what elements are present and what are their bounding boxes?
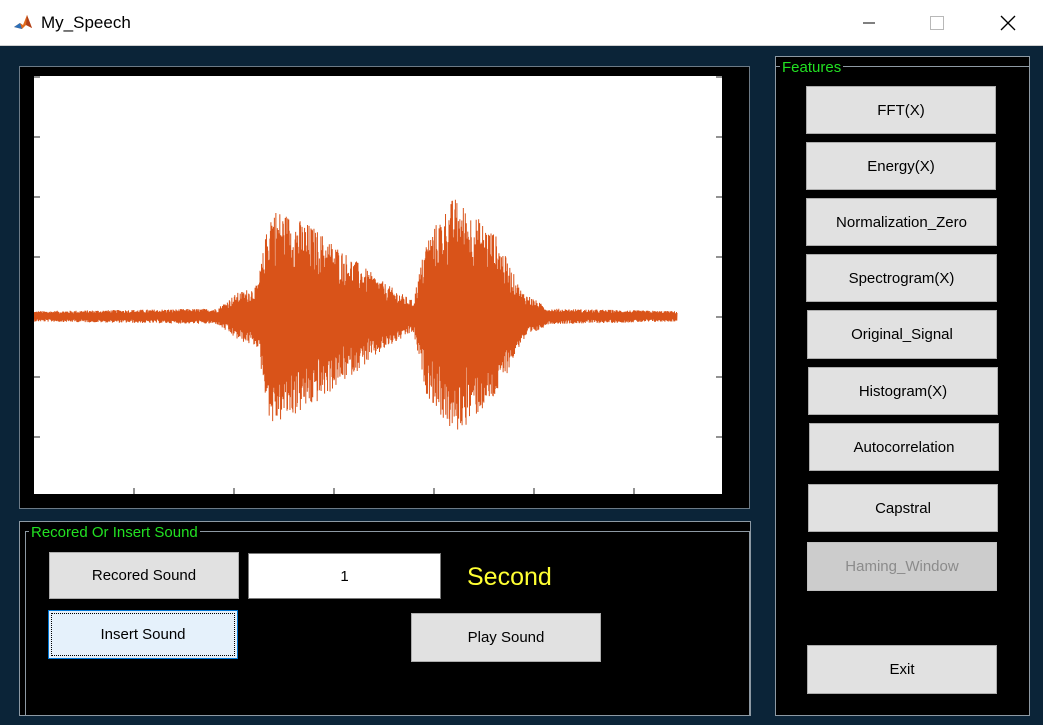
autocorrelation-button[interactable]: Autocorrelation (809, 423, 999, 471)
haming-window-button: Haming_Window (807, 542, 997, 591)
insert-sound-button[interactable]: Insert Sound (48, 610, 238, 659)
matlab-icon (12, 12, 34, 34)
waveform-plot (34, 76, 722, 494)
waveform-line (34, 199, 678, 430)
maximize-button[interactable] (914, 0, 960, 46)
recored-sound-button[interactable]: Recored Sound (49, 552, 239, 599)
original-signal-button[interactable]: Original_Signal (807, 310, 997, 359)
play-sound-button[interactable]: Play Sound (411, 613, 601, 662)
capstral-button[interactable]: Capstral (808, 484, 998, 532)
features-panel-title: Features (780, 59, 844, 76)
maximize-icon (930, 16, 944, 30)
waveform-axes[interactable] (34, 76, 722, 494)
window-title: My_Speech (41, 13, 131, 32)
spectrogram-button[interactable]: Spectrogram(X) (806, 254, 997, 302)
fft-button[interactable]: FFT(X) (806, 86, 996, 134)
close-icon (1000, 15, 1016, 31)
normalization-zero-button[interactable]: Normalization_Zero (806, 198, 997, 246)
axis-ticks (34, 76, 722, 494)
title-bar: My_Speech (0, 0, 1043, 46)
histogram-button[interactable]: Histogram(X) (808, 367, 998, 415)
close-button[interactable] (985, 0, 1031, 46)
second-label: Second (467, 563, 552, 591)
duration-input[interactable] (248, 553, 441, 599)
minimize-button[interactable] (846, 0, 892, 46)
record-panel-title: Recored Or Insert Sound (29, 524, 200, 541)
minimize-icon (863, 22, 875, 24)
energy-button[interactable]: Energy(X) (806, 142, 996, 190)
exit-button[interactable]: Exit (807, 645, 997, 694)
